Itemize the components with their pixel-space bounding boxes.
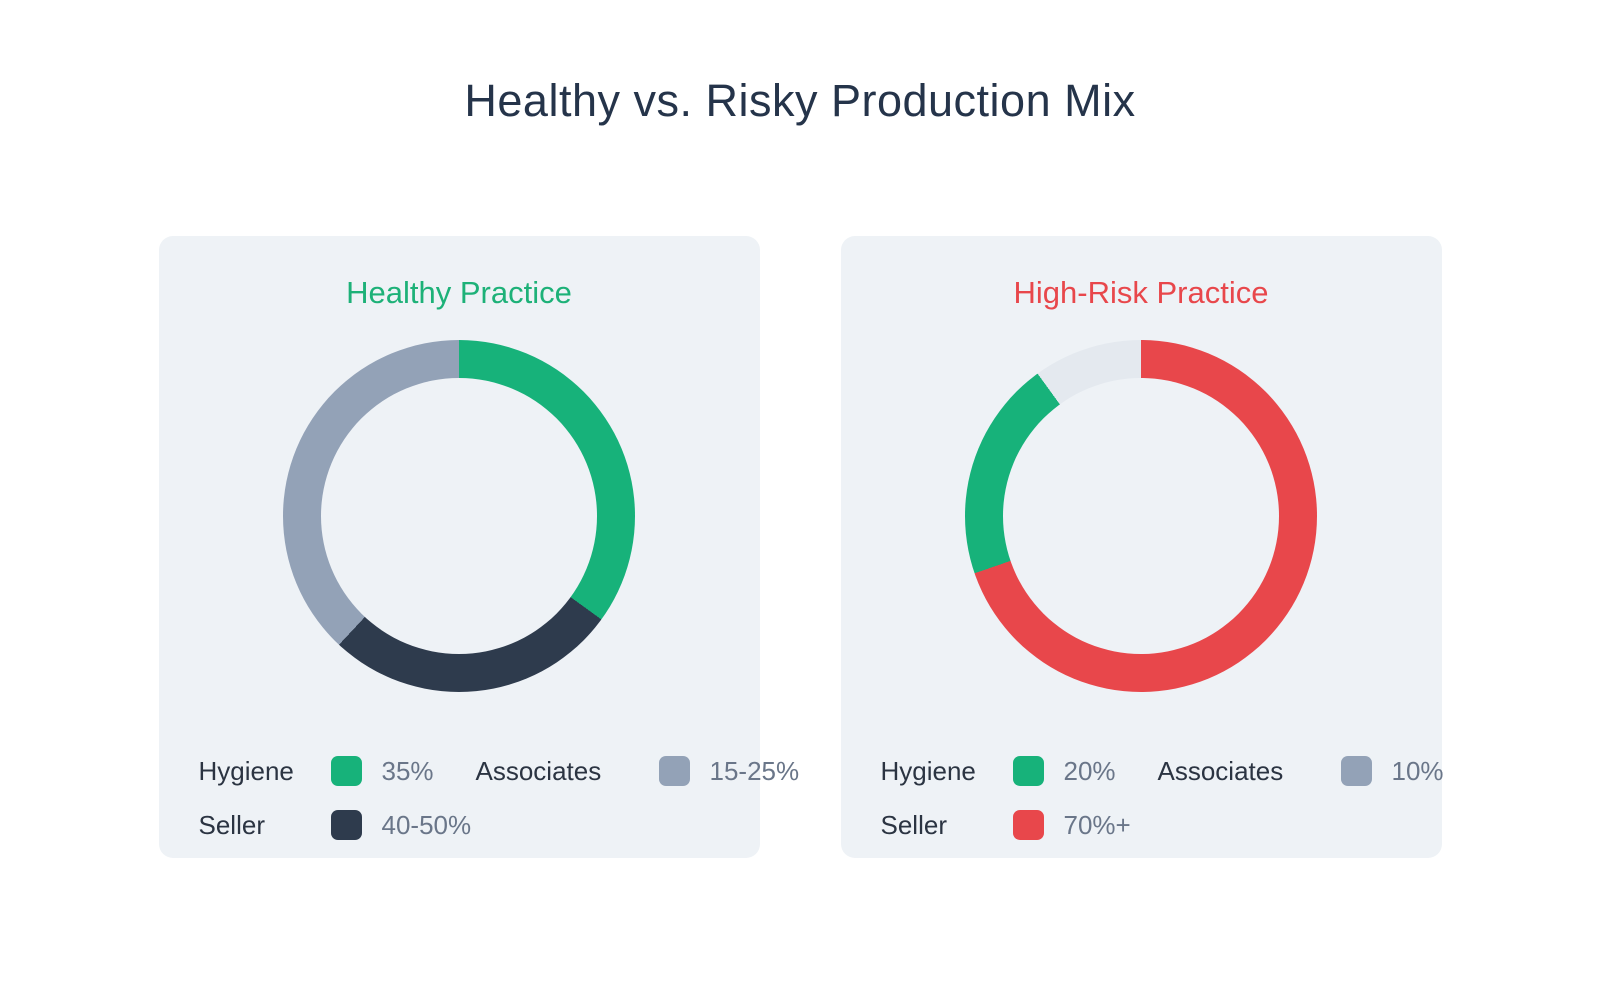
high-risk-donut-chart bbox=[964, 340, 1317, 692]
page-title: Healthy vs. Risky Production Mix bbox=[464, 75, 1136, 126]
legend-item-hygiene: Hygiene 20% bbox=[881, 749, 1116, 793]
legend-value: 70%+ bbox=[1063, 809, 1131, 840]
legend-label: Seller bbox=[198, 809, 265, 840]
high-risk-practice-title: High-Risk Practice bbox=[1013, 275, 1269, 310]
donut-hole bbox=[1002, 378, 1279, 654]
legend-value: 35% bbox=[381, 755, 434, 786]
legend-label: Seller bbox=[880, 809, 947, 840]
legend-item-seller: Seller 40-50% bbox=[198, 803, 472, 847]
legend-value: 10% bbox=[1391, 755, 1444, 786]
legend-value: 40-50% bbox=[381, 809, 472, 840]
legend-item-hygiene: Hygiene 35% bbox=[199, 749, 434, 793]
legend-swatch bbox=[1012, 756, 1044, 786]
donut-hole bbox=[320, 378, 597, 654]
legend-swatch bbox=[330, 756, 362, 786]
legend-swatch bbox=[1012, 810, 1044, 840]
legend-swatch bbox=[1340, 756, 1372, 786]
legend-item-seller: Seller 70%+ bbox=[881, 803, 1131, 847]
legend-value: 15-25% bbox=[709, 755, 800, 786]
legend-label: Associates bbox=[475, 755, 602, 786]
legend-label: Hygiene bbox=[198, 755, 294, 786]
legend-label: Hygiene bbox=[880, 755, 976, 786]
legend-item-associates: Associates 15-25% bbox=[475, 749, 800, 793]
legend-swatch bbox=[330, 810, 362, 840]
healthy-donut-chart bbox=[282, 340, 635, 692]
healthy-practice-title: Healthy Practice bbox=[346, 275, 572, 310]
healthy-practice-card: Healthy Practice Hygiene 35% Associates … bbox=[158, 236, 799, 858]
legend-swatch bbox=[658, 756, 690, 786]
legend-item-associates: Associates 10% bbox=[1158, 749, 1444, 793]
high-risk-practice-card: High-Risk Practice Hygiene 20% Associate… bbox=[840, 236, 1444, 858]
legend-label: Associates bbox=[1157, 755, 1284, 786]
cards-row: Healthy Practice Hygiene 35% Associates … bbox=[0, 236, 1600, 858]
legend-value: 20% bbox=[1063, 755, 1116, 786]
